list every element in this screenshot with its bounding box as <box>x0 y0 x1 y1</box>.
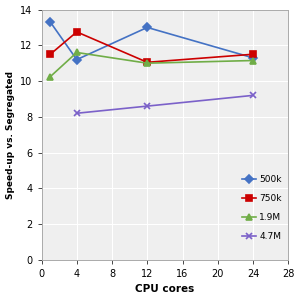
4.7M <box>75 112 79 115</box>
Line: 4.7M: 4.7M <box>73 92 256 117</box>
750k <box>251 52 255 56</box>
1.9M <box>75 51 79 54</box>
500k <box>49 20 52 24</box>
750k <box>49 52 52 56</box>
500k <box>146 26 149 29</box>
750k <box>146 61 149 64</box>
Y-axis label: Speed-up vs. Segregated: Speed-up vs. Segregated <box>6 71 15 199</box>
500k <box>251 56 255 60</box>
1.9M <box>251 59 255 62</box>
Line: 1.9M: 1.9M <box>47 50 256 80</box>
Line: 750k: 750k <box>47 29 256 65</box>
1.9M <box>49 75 52 78</box>
750k <box>75 30 79 34</box>
Line: 500k: 500k <box>47 19 256 62</box>
500k <box>75 58 79 61</box>
4.7M <box>251 94 255 97</box>
4.7M <box>146 104 149 108</box>
1.9M <box>146 61 149 65</box>
Legend: 500k, 750k, 1.9M, 4.7M: 500k, 750k, 1.9M, 4.7M <box>241 173 284 243</box>
X-axis label: CPU cores: CPU cores <box>135 284 194 294</box>
